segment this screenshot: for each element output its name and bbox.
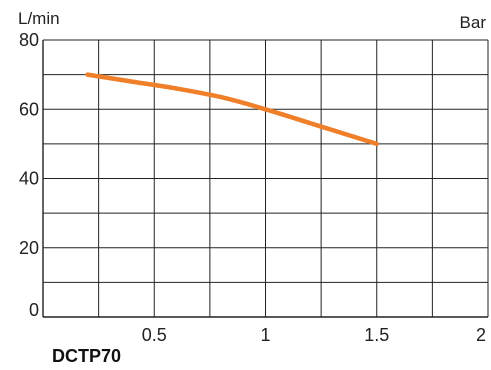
series-line	[85, 72, 380, 147]
x-axis-unit-label: Bar	[460, 13, 487, 32]
x-tick-label: 1.5	[364, 325, 389, 345]
y-tick-label: 80	[19, 30, 39, 50]
tick-labels: 0 20 40 60 80 0.5 1 1.5 2	[19, 30, 486, 345]
x-tick-label: 2	[476, 325, 486, 345]
chart-axes	[42, 40, 488, 318]
series-layer	[85, 72, 380, 147]
x-tick-label: 0.5	[142, 325, 167, 345]
x-tick-label: 1	[260, 325, 270, 345]
y-tick-label: 20	[19, 238, 39, 258]
y-axis-unit-label: L/min	[18, 9, 60, 28]
chart-grid	[43, 39, 489, 317]
y-tick-label: 40	[19, 169, 39, 189]
y-tick-label: 60	[19, 99, 39, 119]
model-label: DCTP70	[52, 346, 121, 366]
y-tick-label: 0	[29, 300, 39, 320]
